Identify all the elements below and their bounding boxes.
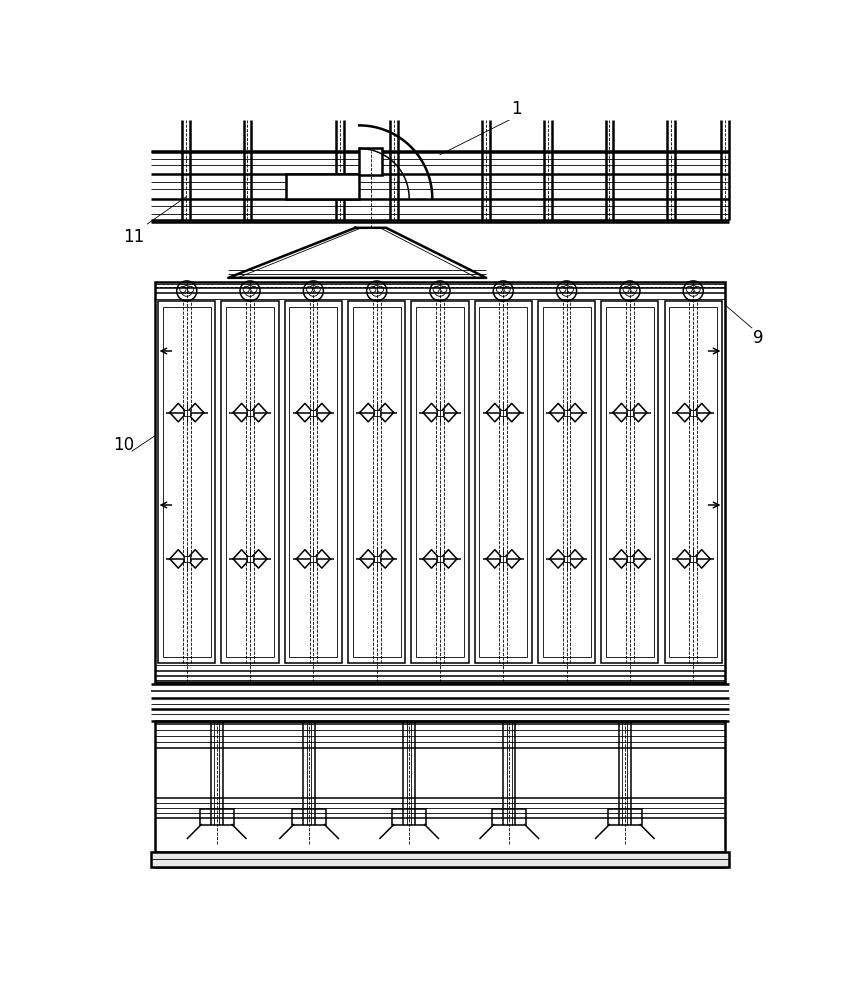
Bar [289,307,337,657]
Circle shape [434,286,445,296]
Bar [479,307,526,657]
Bar [200,809,234,825]
Circle shape [622,286,629,292]
Bar [155,721,724,867]
Bar [500,556,506,562]
Circle shape [188,286,194,292]
Circle shape [493,281,513,301]
Bar [284,301,341,663]
Circle shape [566,286,573,292]
Bar [155,282,724,682]
Bar [310,410,316,416]
Circle shape [507,861,511,865]
Bar [411,301,468,663]
Bar [542,307,590,657]
Circle shape [624,286,635,296]
Bar [247,556,252,562]
Circle shape [260,861,265,865]
Bar [437,556,443,562]
Bar [537,301,595,663]
Circle shape [693,286,699,292]
Bar [183,410,189,416]
Circle shape [181,286,192,296]
Circle shape [243,286,249,292]
Circle shape [432,286,438,292]
Circle shape [630,286,636,292]
Bar [563,556,569,562]
Text: 11: 11 [123,228,144,246]
Circle shape [497,286,508,296]
Bar [183,556,189,562]
Bar [601,301,658,663]
Circle shape [668,861,672,865]
Circle shape [622,861,626,865]
Bar [415,307,463,657]
Bar [359,148,382,175]
Bar [492,809,525,825]
Circle shape [461,861,465,865]
Circle shape [244,286,255,296]
Circle shape [553,861,557,865]
Bar [163,307,211,657]
Circle shape [240,281,260,301]
Bar [669,307,717,657]
Bar [292,809,326,825]
Bar [310,556,316,562]
Circle shape [214,861,218,865]
Bar [226,307,274,657]
Bar [221,301,278,663]
Circle shape [686,286,692,292]
Text: 1: 1 [510,100,521,118]
Circle shape [366,281,386,301]
Circle shape [306,286,312,292]
Bar [348,301,405,663]
Bar [689,410,695,416]
Circle shape [682,281,702,301]
Circle shape [619,281,639,301]
Bar [626,556,632,562]
Bar [286,174,359,199]
Bar [664,301,721,663]
Circle shape [308,286,318,296]
Circle shape [251,286,257,292]
Bar [373,556,380,562]
Bar [392,809,426,825]
Bar [151,852,728,867]
Bar [563,410,569,416]
Circle shape [314,286,320,292]
Bar [607,809,641,825]
Bar [352,307,400,657]
Bar [500,410,506,416]
Text: 10: 10 [113,436,134,454]
Circle shape [352,861,357,865]
Circle shape [503,286,509,292]
Text: 9: 9 [751,329,763,347]
Circle shape [440,286,446,292]
Circle shape [429,281,450,301]
Circle shape [687,286,698,296]
Circle shape [406,861,411,865]
Circle shape [556,281,576,301]
Circle shape [496,286,502,292]
Circle shape [369,286,375,292]
Bar [158,301,215,663]
Bar [606,307,653,657]
Bar [247,410,252,416]
Circle shape [371,286,381,296]
Bar [373,410,380,416]
Bar [474,301,531,663]
Bar [689,556,695,562]
Circle shape [560,286,572,296]
Circle shape [377,286,383,292]
Circle shape [306,861,311,865]
Bar [437,410,443,416]
Bar [626,410,632,416]
Circle shape [559,286,566,292]
Circle shape [303,281,323,301]
Circle shape [180,286,186,292]
Circle shape [177,281,196,301]
